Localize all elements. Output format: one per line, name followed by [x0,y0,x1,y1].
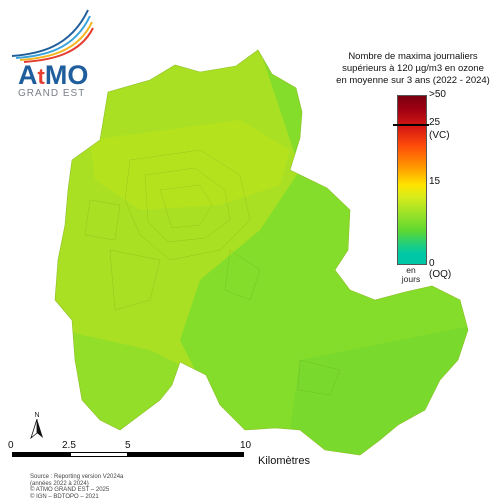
north-arrow-icon [30,418,43,440]
logo-swoosh-icon [11,9,94,63]
legend-tick-25: 25 [429,117,441,128]
legend-tick-oq: (OQ) [429,269,452,280]
legend-title: Nombre de maxima journaliers supérieurs … [336,51,490,86]
atmo-logo: AtMO GRAND EST [8,4,118,99]
scale-segment-3 [128,452,244,457]
urban-texture [84,149,341,396]
scale-label-10: 10 [240,440,252,451]
legend-tick-0: 0 [429,258,435,269]
legend-tick-15: 15 [429,176,441,187]
scale-segment-1 [12,452,70,457]
logo-brand: AtMO [18,60,89,90]
zone-north [90,120,290,210]
zone-south-east [280,320,468,455]
legend-tick-vc: (VC) [429,130,450,141]
legend-threshold-marker [393,124,429,126]
scale-unit: Kilomètres [258,455,310,467]
legend-tick-max: >50 [429,89,446,100]
scale-segment-2 [70,452,128,457]
north-label: N [34,412,40,419]
source-credits: Source : Reporting version V2024a (année… [30,474,124,500]
scale-label-0: 0 [8,440,14,451]
legend-units: en jours [401,265,421,284]
north-arrow: N [30,412,44,444]
legend-color-bar [397,95,427,265]
territory-outline [54,49,469,456]
scale-label-5: 5 [125,440,131,451]
logo-subtitle: GRAND EST [18,88,86,99]
scale-label-2-5: 2.5 [62,440,76,451]
